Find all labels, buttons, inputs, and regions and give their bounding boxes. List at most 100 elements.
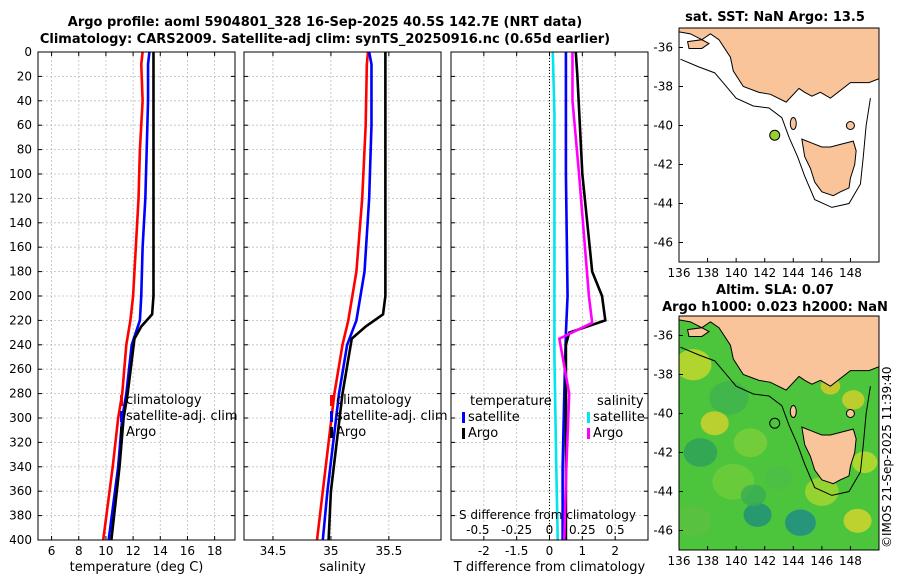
tasmania: [801, 426, 857, 485]
mainland-coast: [679, 28, 879, 103]
legend-swatch: [120, 395, 123, 406]
legend-swatch: [120, 411, 123, 422]
king-island: [789, 405, 797, 419]
series-s-satellite: [551, 51, 560, 541]
x-tick-label: 12: [125, 544, 140, 558]
series-s-argo: [557, 52, 594, 541]
kangaroo-island: [686, 39, 710, 49]
series-climatology: [101, 51, 144, 541]
lon-tick-label: 140: [725, 266, 748, 280]
sla-anomaly: [843, 508, 872, 533]
flinders-island: [845, 409, 855, 418]
s-tick-label: 0.25: [569, 523, 596, 537]
y-tick-label: 60: [17, 118, 32, 132]
lat-tick-label: -38: [653, 80, 673, 94]
y-tick-label: 120: [9, 191, 32, 205]
legend-label: satellite: [593, 410, 645, 425]
lon-tick-label: 138: [696, 266, 719, 280]
lat-tick-label: -46: [653, 236, 673, 250]
legend-label: Argo: [336, 425, 366, 440]
sla-anomaly: [765, 465, 793, 490]
y-tick-label: 20: [17, 69, 32, 83]
mainland-coast: [679, 316, 879, 391]
s-tick-label: 0.5: [606, 523, 625, 537]
float-position-marker: [769, 417, 781, 429]
y-tick-label: 340: [9, 460, 32, 474]
legend-label: Argo: [468, 426, 498, 441]
lat-tick-label: -42: [653, 158, 673, 172]
sla-map-title-line1: Altim. SLA: 0.07: [716, 283, 834, 298]
legend-swatch: [462, 412, 465, 423]
series-argo: [110, 52, 155, 541]
y-tick-label: 0: [24, 45, 32, 59]
axes-frame: [243, 51, 442, 541]
legend-label: Argo: [593, 426, 623, 441]
y-tick-label: 400: [9, 533, 32, 547]
s-tick-label: -0.5: [466, 523, 489, 537]
map-frame: [678, 315, 880, 551]
series-climatology: [315, 51, 370, 541]
x-tick-label: 0: [546, 544, 554, 558]
sla-anomaly: [683, 438, 718, 467]
x-tick-label: 35: [323, 544, 338, 558]
x-tick-label: -1.5: [505, 544, 528, 558]
lon-tick-label: 148: [839, 266, 862, 280]
s-tick-label: 0: [546, 523, 554, 537]
x-axis-label: salinity: [319, 560, 366, 575]
legend-label: climatology: [126, 393, 202, 408]
lat-tick-label: -42: [653, 446, 673, 460]
legend-label: satellite: [468, 410, 520, 425]
legend-label: satellite-adj. clim: [126, 409, 238, 424]
figure-title-line2: Climatology: CARS2009. Satellite-adj cli…: [39, 32, 611, 47]
legend-swatch: [330, 411, 333, 422]
y-tick-label: 300: [9, 411, 32, 425]
y-tick-label: 260: [9, 362, 32, 376]
x-tick-label: 1: [579, 544, 587, 558]
sst-map-title: sat. SST: NaN Argo: 13.5: [685, 10, 865, 25]
legend-swatch: [587, 428, 590, 439]
lon-tick-label: 146: [810, 554, 833, 568]
lon-tick-label: 136: [668, 266, 691, 280]
sla-map-title-line2: Argo h1000: 0.023 h2000: NaN: [662, 300, 888, 315]
tasmania: [801, 138, 857, 197]
x-tick-label: 8: [75, 544, 83, 558]
y-tick-label: 380: [9, 509, 32, 523]
y-tick-label: 180: [9, 265, 32, 279]
lat-tick-label: -36: [653, 329, 673, 343]
sla-anomaly: [733, 428, 768, 458]
x-tick-label: 6: [48, 544, 56, 558]
legend-swatch: [462, 428, 465, 439]
x-axis-label: T difference from climatology: [453, 560, 646, 575]
lat-tick-label: -38: [653, 368, 673, 382]
y-tick-label: 220: [9, 313, 32, 327]
sla-map: 136 138 140 142 144 146 148 -36 -38 -40 -42 -44 -46: [653, 315, 880, 568]
profile-panel-2: -2 -1.5 0 1 2 T difference from climatology S …: [450, 51, 649, 575]
depth-contour: [680, 346, 871, 496]
lon-tick-label: 144: [782, 266, 805, 280]
y-tick-label: 240: [9, 338, 32, 352]
legend-swatch: [330, 395, 333, 406]
series-t-satellite: [561, 52, 569, 540]
legend-title: temperature: [470, 394, 552, 409]
x-tick-label: 18: [207, 544, 222, 558]
sla-anomaly: [852, 451, 878, 474]
lon-tick-label: 136: [668, 554, 691, 568]
lat-tick-label: -46: [653, 524, 673, 538]
x-tick-label: -2: [478, 544, 490, 558]
axes-frame: [37, 51, 236, 541]
y-tick-label: 80: [17, 143, 32, 157]
x-tick-label: 14: [153, 544, 168, 558]
lon-tick-label: 146: [810, 266, 833, 280]
x-tick-label: 10: [98, 544, 113, 558]
float-position-marker: [769, 129, 781, 141]
map-frame: [678, 27, 880, 263]
profile-panel-1: 34.5 35 35.5 salinity climatologysatellite-a…: [243, 51, 448, 575]
lat-tick-label: -44: [653, 485, 673, 499]
legend-label: Argo: [126, 425, 156, 440]
king-island: [789, 117, 797, 131]
legend-swatch: [120, 427, 123, 438]
lat-tick-label: -40: [653, 407, 673, 421]
x-tick-label: 35.5: [375, 544, 402, 558]
